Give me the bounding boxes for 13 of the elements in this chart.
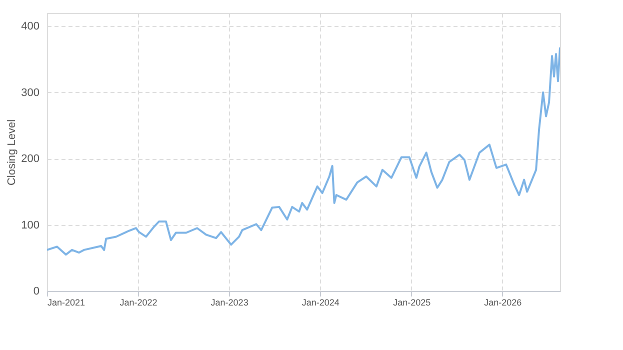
x-tick-label: Jan-2023	[210, 298, 248, 308]
x-tick-label: Jan-2022	[120, 298, 158, 308]
y-tick-label: 400	[21, 20, 40, 33]
x-tick-label: Jan-2026	[484, 298, 522, 308]
x-tick-label: Jan-2025	[393, 298, 431, 308]
line-series	[47, 46, 560, 256]
y-tick-label: 200	[21, 153, 40, 166]
x-tick-label: Jan-2024	[302, 298, 340, 308]
y-axis-title: Closing Level	[6, 119, 18, 186]
y-tick-label: 300	[21, 86, 40, 99]
y-tick-label: 0	[33, 286, 40, 298]
x-tick-label: Jan-2021	[48, 298, 86, 308]
y-tick-label: 100	[21, 219, 40, 232]
